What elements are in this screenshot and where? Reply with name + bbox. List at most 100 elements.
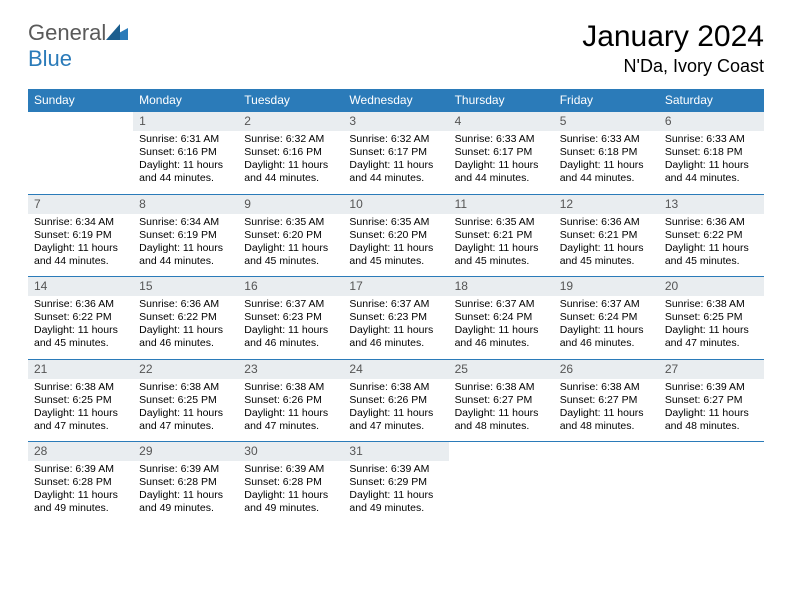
day-body <box>659 446 764 506</box>
day-body: Sunrise: 6:34 AMSunset: 6:19 PMDaylight:… <box>28 214 133 277</box>
daylight: Daylight: 11 hours and 45 minutes. <box>455 242 548 268</box>
day-number: 20 <box>659 277 764 296</box>
sunrise: Sunrise: 6:32 AM <box>349 133 442 146</box>
day-cell: 27 Sunrise: 6:39 AMSunset: 6:27 PMDayligh… <box>659 359 764 442</box>
weekday-sunday: Sunday <box>28 89 133 112</box>
logo-part2: Blue <box>28 46 72 71</box>
day-cell: 5Sunrise: 6:33 AMSunset: 6:18 PMDaylight… <box>554 112 659 195</box>
day-cell: 26Sunrise: 6:38 AMSunset: 6:27 PMDayligh… <box>554 359 659 442</box>
sunset: Sunset: 6:27 PM <box>665 394 758 407</box>
weekday-monday: Monday <box>133 89 238 112</box>
day-number: 19 <box>554 277 659 296</box>
sunrise: Sunrise: 6:37 AM <box>455 298 548 311</box>
daylight: Daylight: 11 hours and 44 minutes. <box>244 159 337 185</box>
sunrise: Sunrise: 6:38 AM <box>244 381 337 394</box>
weekday-saturday: Saturday <box>659 89 764 112</box>
daylight: Daylight: 11 hours and 48 minutes. <box>665 407 758 433</box>
day-cell: 7Sunrise: 6:34 AMSunset: 6:19 PMDaylight… <box>28 194 133 277</box>
day-cell: 3Sunrise: 6:32 AMSunset: 6:17 PMDaylight… <box>343 112 448 195</box>
day-body: Sunrise: 6:35 AMSunset: 6:21 PMDaylight:… <box>449 214 554 277</box>
day-body: Sunrise: 6:38 AMSunset: 6:25 PMDaylight:… <box>28 379 133 442</box>
day-number: 30 <box>238 442 343 461</box>
day-number: 22 <box>133 360 238 379</box>
sunset: Sunset: 6:20 PM <box>349 229 442 242</box>
sunrise: Sunrise: 6:38 AM <box>139 381 232 394</box>
sunrise: Sunrise: 6:35 AM <box>455 216 548 229</box>
day-number: 5 <box>554 112 659 131</box>
sunrise: Sunrise: 6:36 AM <box>139 298 232 311</box>
sunset: Sunset: 6:23 PM <box>349 311 442 324</box>
day-cell: 14Sunrise: 6:36 AMSunset: 6:22 PMDayligh… <box>28 277 133 360</box>
week-row: 28Sunrise: 6:39 AMSunset: 6:28 PMDayligh… <box>28 442 764 524</box>
day-cell: 1Sunrise: 6:31 AMSunset: 6:16 PMDaylight… <box>133 112 238 195</box>
title-block: January 2024 N'Da, Ivory Coast <box>582 20 764 77</box>
week-row: 7Sunrise: 6:34 AMSunset: 6:19 PMDaylight… <box>28 194 764 277</box>
day-body: Sunrise: 6:32 AMSunset: 6:16 PMDaylight:… <box>238 131 343 194</box>
week-row: 21Sunrise: 6:38 AMSunset: 6:25 PMDayligh… <box>28 359 764 442</box>
daylight: Daylight: 11 hours and 44 minutes. <box>560 159 653 185</box>
sunrise: Sunrise: 6:37 AM <box>349 298 442 311</box>
sunset: Sunset: 6:27 PM <box>560 394 653 407</box>
day-cell: 11Sunrise: 6:35 AMSunset: 6:21 PMDayligh… <box>449 194 554 277</box>
day-cell: 17Sunrise: 6:37 AMSunset: 6:23 PMDayligh… <box>343 277 448 360</box>
daylight: Daylight: 11 hours and 47 minutes. <box>665 324 758 350</box>
day-cell: 6Sunrise: 6:33 AMSunset: 6:18 PMDaylight… <box>659 112 764 195</box>
day-number: 13 <box>659 195 764 214</box>
logo-text: General Blue <box>28 20 128 72</box>
day-cell: 2Sunrise: 6:32 AMSunset: 6:16 PMDaylight… <box>238 112 343 195</box>
sunrise: Sunrise: 6:34 AM <box>34 216 127 229</box>
day-body: Sunrise: 6:31 AMSunset: 6:16 PMDaylight:… <box>133 131 238 194</box>
daylight: Daylight: 11 hours and 49 minutes. <box>349 489 442 515</box>
day-number: 27 <box>659 360 764 379</box>
day-number: 12 <box>554 195 659 214</box>
sunset: Sunset: 6:22 PM <box>665 229 758 242</box>
sunrise: Sunrise: 6:39 AM <box>665 381 758 394</box>
sunset: Sunset: 6:25 PM <box>665 311 758 324</box>
sunset: Sunset: 6:27 PM <box>455 394 548 407</box>
daylight: Daylight: 11 hours and 49 minutes. <box>244 489 337 515</box>
day-cell <box>28 112 133 195</box>
day-number: 24 <box>343 360 448 379</box>
day-cell: 28Sunrise: 6:39 AMSunset: 6:28 PMDayligh… <box>28 442 133 524</box>
calendar-head: SundayMondayTuesdayWednesdayThursdayFrid… <box>28 89 764 112</box>
daylight: Daylight: 11 hours and 45 minutes. <box>349 242 442 268</box>
day-cell: 13Sunrise: 6:36 AMSunset: 6:22 PMDayligh… <box>659 194 764 277</box>
day-cell: 25Sunrise: 6:38 AMSunset: 6:27 PMDayligh… <box>449 359 554 442</box>
day-number: 26 <box>554 360 659 379</box>
day-number: 6 <box>659 112 764 131</box>
day-cell: 16Sunrise: 6:37 AMSunset: 6:23 PMDayligh… <box>238 277 343 360</box>
day-body: Sunrise: 6:37 AMSunset: 6:24 PMDaylight:… <box>449 296 554 359</box>
sunset: Sunset: 6:26 PM <box>349 394 442 407</box>
day-cell: 15Sunrise: 6:36 AMSunset: 6:22 PMDayligh… <box>133 277 238 360</box>
sunset: Sunset: 6:17 PM <box>349 146 442 159</box>
day-body: Sunrise: 6:38 AMSunset: 6:25 PMDaylight:… <box>659 296 764 359</box>
day-cell: 30Sunrise: 6:39 AMSunset: 6:28 PMDayligh… <box>238 442 343 524</box>
day-body <box>449 446 554 506</box>
sunset: Sunset: 6:25 PM <box>34 394 127 407</box>
day-cell: 24Sunrise: 6:38 AMSunset: 6:26 PMDayligh… <box>343 359 448 442</box>
day-cell <box>449 442 554 524</box>
sunset: Sunset: 6:29 PM <box>349 476 442 489</box>
daylight: Daylight: 11 hours and 48 minutes. <box>455 407 548 433</box>
day-body: Sunrise: 6:38 AMSunset: 6:25 PMDaylight:… <box>133 379 238 442</box>
sunrise: Sunrise: 6:38 AM <box>455 381 548 394</box>
day-cell: 9Sunrise: 6:35 AMSunset: 6:20 PMDaylight… <box>238 194 343 277</box>
sunrise: Sunrise: 6:38 AM <box>349 381 442 394</box>
daylight: Daylight: 11 hours and 46 minutes. <box>139 324 232 350</box>
day-number: 29 <box>133 442 238 461</box>
sunrise: Sunrise: 6:37 AM <box>244 298 337 311</box>
daylight: Daylight: 11 hours and 46 minutes. <box>455 324 548 350</box>
day-number: 7 <box>28 195 133 214</box>
day-number: 31 <box>343 442 448 461</box>
day-cell: 4Sunrise: 6:33 AMSunset: 6:17 PMDaylight… <box>449 112 554 195</box>
sunset: Sunset: 6:18 PM <box>560 146 653 159</box>
sunset: Sunset: 6:25 PM <box>139 394 232 407</box>
sunset: Sunset: 6:28 PM <box>34 476 127 489</box>
day-number: 10 <box>343 195 448 214</box>
page-title: January 2024 <box>582 20 764 54</box>
calendar-table: SundayMondayTuesdayWednesdayThursdayFrid… <box>28 89 764 524</box>
sunset: Sunset: 6:21 PM <box>560 229 653 242</box>
sunset: Sunset: 6:23 PM <box>244 311 337 324</box>
day-body: Sunrise: 6:39 AMSunset: 6:29 PMDaylight:… <box>343 461 448 524</box>
day-body: Sunrise: 6:36 AMSunset: 6:22 PMDaylight:… <box>28 296 133 359</box>
